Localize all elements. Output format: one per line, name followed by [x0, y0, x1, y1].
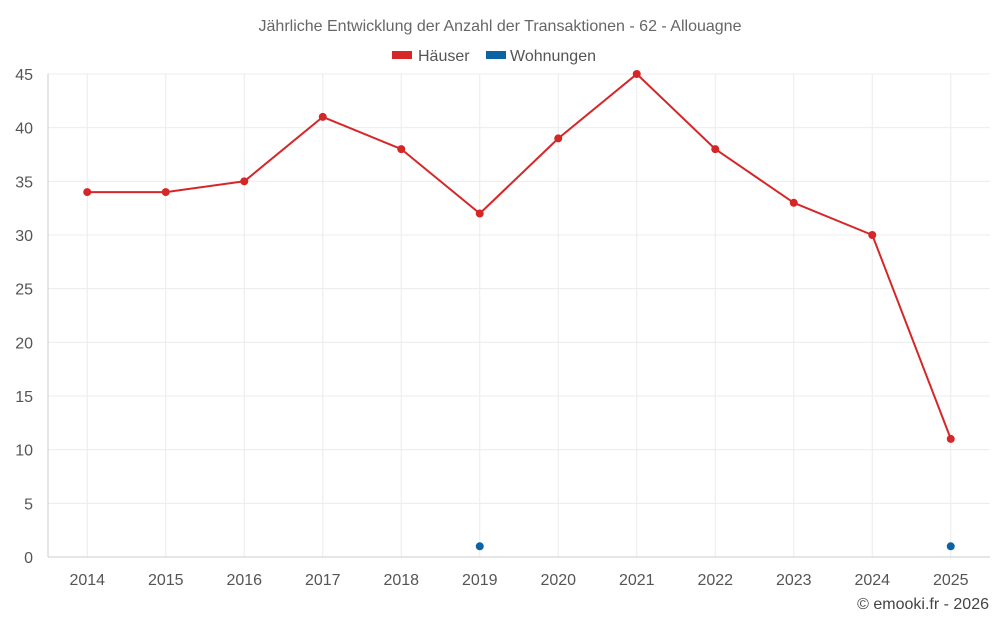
x-tick-label: 2019 — [462, 572, 498, 589]
y-tick-label: 15 — [15, 389, 33, 406]
data-point-wohnungen[interactable] — [475, 542, 484, 551]
series-wohnungen — [475, 542, 955, 551]
data-point-haeuser[interactable] — [632, 70, 641, 78]
x-tick-label: 2024 — [854, 572, 890, 589]
data-point-haeuser[interactable] — [397, 145, 406, 154]
y-tick-label: 0 — [24, 550, 33, 567]
legend-label-wohnungen: Wohnungen — [510, 48, 596, 65]
chart-title: Jährliche Entwicklung der Anzahl der Tra… — [259, 18, 742, 35]
data-point-haeuser[interactable] — [868, 231, 877, 239]
x-tick-label: 2014 — [69, 572, 105, 589]
series-line-haeuser — [87, 73, 952, 440]
x-tick-label: 2017 — [305, 572, 341, 589]
data-point-haeuser[interactable] — [475, 209, 484, 218]
data-point-haeuser[interactable] — [161, 188, 170, 197]
data-point-haeuser[interactable] — [318, 112, 327, 121]
legend-swatch-haeuser — [392, 51, 412, 59]
y-tick-label: 5 — [24, 496, 33, 513]
series-haeuser — [83, 70, 955, 443]
y-tick-label: 30 — [15, 228, 33, 245]
credit-text: © emooki.fr - 2026 — [857, 596, 989, 613]
series-layer — [83, 70, 955, 551]
data-point-haeuser[interactable] — [554, 134, 563, 143]
x-tick-label: 2021 — [619, 572, 655, 589]
legend-swatch-wohnungen — [486, 51, 506, 59]
y-tick-label: 10 — [15, 443, 33, 460]
data-point-haeuser[interactable] — [946, 434, 955, 443]
y-tick-label: 40 — [15, 121, 33, 138]
data-point-haeuser[interactable] — [789, 198, 798, 207]
x-tick-label: 2020 — [540, 572, 576, 589]
grid — [48, 73, 990, 558]
x-tick-label: 2022 — [697, 572, 733, 589]
x-tick-label: 2018 — [383, 572, 419, 589]
legend-label-haeuser: Häuser — [418, 48, 470, 65]
data-point-haeuser[interactable] — [711, 145, 720, 154]
data-point-haeuser[interactable] — [240, 177, 249, 186]
y-axis: 0 5 10 15 20 25 30 35 40 45 — [15, 67, 49, 567]
y-tick-label: 25 — [15, 282, 33, 299]
x-tick-label: 2025 — [933, 572, 969, 589]
x-tick-label: 2015 — [148, 572, 184, 589]
y-tick-label: 20 — [15, 335, 33, 352]
y-tick-label: 35 — [15, 174, 33, 191]
data-point-wohnungen[interactable] — [946, 542, 955, 551]
legend: Häuser Wohnungen — [392, 48, 596, 65]
y-tick-label: 45 — [15, 67, 33, 84]
x-axis: 2014 2015 2016 2017 2018 2019 2020 2021 2022 2023… — [48, 556, 990, 589]
x-tick-label: 2023 — [776, 572, 812, 589]
data-point-haeuser[interactable] — [83, 188, 92, 197]
x-tick-label: 2016 — [226, 572, 262, 589]
